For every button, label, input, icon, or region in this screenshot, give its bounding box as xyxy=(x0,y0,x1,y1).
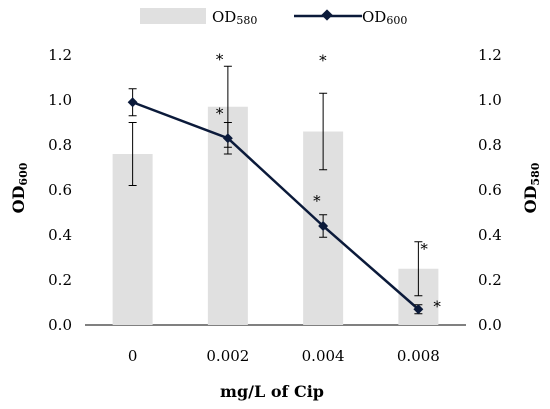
y-right-tick-label: 1.0 xyxy=(478,91,502,109)
line-significance-star: * xyxy=(433,297,441,315)
significance-stars: * * * * * * xyxy=(216,50,442,315)
legend: OD580 OD600 xyxy=(140,8,407,27)
data-point xyxy=(127,97,138,108)
bar-error-bar xyxy=(414,241,423,297)
data-point xyxy=(222,133,233,144)
legend-bar-swatch xyxy=(140,8,206,24)
y-right-tick-label: 0.2 xyxy=(478,271,502,289)
x-tick-label: 0.008 xyxy=(397,347,440,365)
y-left-tick-label: 1.0 xyxy=(48,91,72,109)
bar-significance-star: * xyxy=(319,51,327,69)
x-axis-title: mg/L of Cip xyxy=(220,382,324,401)
y-left-tick-label: 0.6 xyxy=(48,181,72,199)
x-tick-label: 0.004 xyxy=(302,347,345,365)
y-right-tick-label: 0.8 xyxy=(478,136,502,154)
bar-significance-star: * xyxy=(216,50,224,68)
line-significance-star: * xyxy=(216,104,224,122)
y-left-tick-label: 0.0 xyxy=(48,316,72,334)
y-right-tick-label: 1.2 xyxy=(478,46,502,64)
y-left-tick-label: 0.8 xyxy=(48,136,72,154)
line-significance-star: * xyxy=(313,192,321,210)
x-axis-ticks: 0 0.002 0.004 0.008 xyxy=(128,347,440,365)
y-left-tick-label: 1.2 xyxy=(48,46,72,64)
y-axis-left-title: OD600 xyxy=(9,162,30,213)
line-series xyxy=(127,88,424,315)
data-point xyxy=(413,304,424,315)
bar-error-bar xyxy=(319,92,328,171)
y-axis-right-ticks: 0.0 0.2 0.4 0.6 0.8 1.0 1.2 xyxy=(478,46,502,334)
bar-series xyxy=(112,106,439,325)
y-left-tick-label: 0.4 xyxy=(48,226,72,244)
x-tick-label: 0.002 xyxy=(206,347,249,365)
y-axis-right-title: OD580 xyxy=(521,162,542,213)
series-line xyxy=(132,101,420,311)
legend-bar-label: OD580 xyxy=(212,8,257,27)
y-right-tick-label: 0.0 xyxy=(478,316,502,334)
legend-line-marker xyxy=(321,9,333,21)
x-tick-label: 0 xyxy=(128,347,138,365)
y-axis-left-ticks: 0.0 0.2 0.4 0.6 0.8 1.0 1.2 xyxy=(48,46,72,334)
bar-significance-star: * xyxy=(420,240,428,258)
y-left-tick-label: 0.2 xyxy=(48,271,72,289)
data-point xyxy=(318,221,329,231)
legend-line-label: OD600 xyxy=(362,8,407,27)
y-right-tick-label: 0.4 xyxy=(478,226,502,244)
bar-error-bars xyxy=(128,65,423,297)
y-right-tick-label: 0.6 xyxy=(478,181,502,199)
bar-error-bar xyxy=(128,122,137,186)
